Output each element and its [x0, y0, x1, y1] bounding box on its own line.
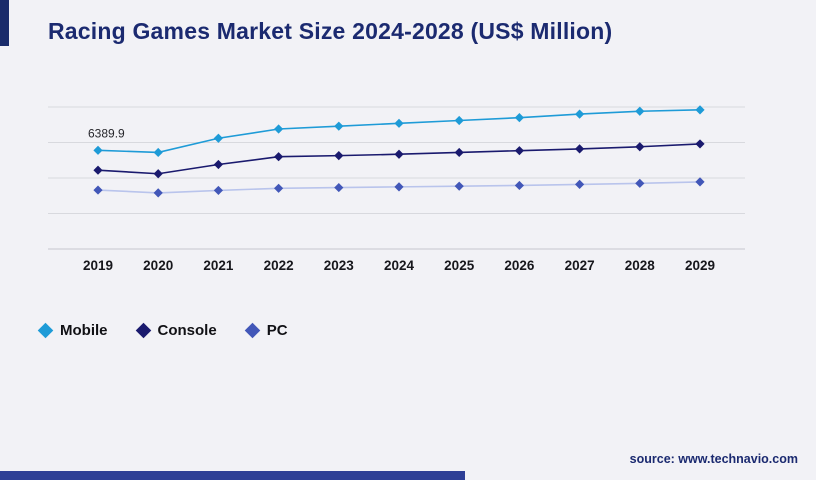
- x-tick-2028: 2028: [625, 258, 656, 273]
- chart-legend: Mobile Console PC: [37, 322, 288, 339]
- series-pc: [93, 177, 705, 198]
- x-tick-2020: 2020: [143, 258, 173, 273]
- marker-console-2019: [93, 165, 103, 175]
- marker-console-2024: [394, 149, 404, 159]
- series-console: [93, 139, 705, 179]
- legend-label-console: Console: [157, 322, 217, 339]
- marker-console-2028: [635, 142, 645, 152]
- marker-pc-2029: [695, 177, 705, 187]
- marker-mobile-2020: [153, 147, 163, 158]
- marker-console-2022: [274, 152, 284, 162]
- marker-pc-2025: [454, 181, 464, 191]
- marker-mobile-2021: [213, 133, 223, 143]
- legend-label-mobile: Mobile: [60, 322, 108, 339]
- x-tick-2026: 2026: [504, 258, 535, 273]
- marker-mobile-2025: [454, 115, 464, 126]
- marker-mobile-2022: [274, 124, 284, 134]
- marker-console-2029: [695, 139, 705, 149]
- marker-console-2020: [153, 169, 163, 179]
- marker-pc-2019: [93, 185, 103, 195]
- x-tick-2029: 2029: [685, 258, 715, 273]
- source-attribution: source: www.technavio.com: [629, 452, 798, 466]
- marker-pc-2022: [274, 183, 284, 193]
- legend-label-pc: PC: [266, 322, 288, 339]
- marker-mobile-2029: [695, 105, 705, 115]
- mobile-diamond-icon: [37, 322, 54, 339]
- x-tick-2019: 2019: [83, 258, 113, 273]
- marker-mobile-2024: [394, 118, 404, 128]
- marker-pc-2026: [514, 180, 524, 191]
- legend-item-console: Console: [135, 322, 217, 339]
- marker-mobile-2027: [575, 109, 585, 119]
- marker-console-2021: [213, 159, 223, 170]
- marker-pc-2021: [213, 185, 223, 196]
- x-tick-2022: 2022: [264, 258, 294, 273]
- console-diamond-icon: [135, 322, 151, 339]
- x-tick-2027: 2027: [565, 258, 595, 273]
- marker-mobile-2023: [334, 121, 344, 131]
- marker-mobile-2028: [635, 106, 645, 116]
- legend-item-mobile: Mobile: [37, 322, 108, 339]
- legend-item-pc: PC: [244, 322, 288, 339]
- marker-console-2023: [334, 151, 344, 161]
- marker-console-2025: [454, 147, 464, 158]
- marker-pc-2023: [334, 182, 344, 193]
- x-tick-2021: 2021: [203, 258, 234, 273]
- marker-console-2026: [514, 146, 524, 156]
- marker-mobile-2019: [93, 145, 103, 155]
- line-chart: 2019 2020 2021 2022 2023 2024 2025 2026 2027 2028…: [48, 105, 745, 273]
- x-tick-2023: 2023: [324, 258, 355, 273]
- x-axis-labels: 2019 2020 2021 2022 2023 2024 2025 2026 2027 2028…: [83, 258, 715, 273]
- x-tick-2024: 2024: [384, 258, 415, 273]
- marker-pc-2020: [153, 188, 163, 198]
- marker-pc-2024: [394, 182, 404, 192]
- accent-corner-bar: [0, 0, 9, 46]
- pc-diamond-icon: [244, 322, 260, 339]
- bottom-accent-bar: [0, 471, 466, 480]
- marker-pc-2027: [575, 179, 585, 189]
- marker-console-2027: [575, 144, 585, 154]
- marker-pc-2028: [635, 178, 645, 188]
- series-mobile: [93, 105, 705, 158]
- page-title: Racing Games Market Size 2024-2028 (US$ …: [48, 18, 613, 44]
- gridlines: [48, 106, 745, 250]
- data-label-annotation: 6389.9: [88, 126, 125, 140]
- x-tick-2025: 2025: [444, 258, 475, 273]
- marker-mobile-2026: [514, 113, 524, 123]
